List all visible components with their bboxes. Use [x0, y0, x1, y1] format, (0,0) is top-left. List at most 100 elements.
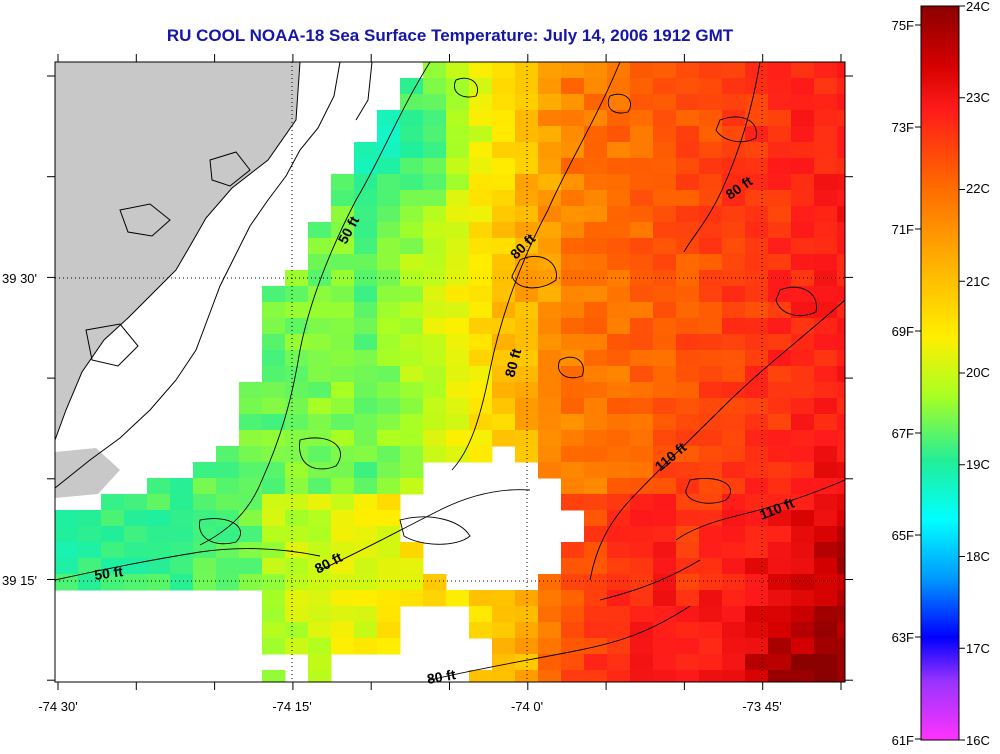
sst-cell [653, 398, 677, 415]
sst-cell [837, 206, 846, 223]
sst-cell [354, 366, 378, 383]
lon-label: -74 15' [272, 699, 311, 714]
sst-cell [239, 414, 263, 431]
sst-cell [216, 558, 240, 575]
sst-cell [285, 574, 309, 591]
sst-cell [446, 254, 470, 271]
sst-cell [216, 542, 240, 559]
sst-cell [561, 398, 585, 415]
sst-cell [607, 526, 631, 543]
sst-cell [377, 350, 401, 367]
sst-cell [653, 238, 677, 255]
sst-cell [653, 366, 677, 383]
sst-cell [446, 270, 470, 287]
sst-cell [630, 542, 654, 559]
sst-cell [377, 190, 401, 207]
sst-cell [653, 126, 677, 143]
sst-cell [768, 222, 792, 239]
sst-cell [584, 494, 608, 511]
sst-cell [469, 206, 493, 223]
sst-cell [699, 510, 723, 527]
sst-cell [699, 62, 723, 79]
sst-cell [538, 398, 562, 415]
sst-cell [377, 494, 401, 511]
sst-cell [400, 318, 424, 335]
sst-cell [538, 382, 562, 399]
sst-cell [354, 430, 378, 447]
sst-cell [837, 446, 846, 463]
sst-cell [630, 590, 654, 607]
sst-cell [400, 206, 424, 223]
sst-cell [377, 542, 401, 559]
sst-cell [377, 286, 401, 303]
sst-cell [768, 286, 792, 303]
sst-cell [400, 334, 424, 351]
sst-cell [469, 270, 493, 287]
sst-cell [699, 366, 723, 383]
sst-cell [469, 286, 493, 303]
sst-cell [331, 366, 355, 383]
sst-cell [446, 334, 470, 351]
sst-cell [170, 526, 194, 543]
sst-cell [331, 606, 355, 623]
sst-cell [722, 574, 746, 591]
sst-cell [630, 238, 654, 255]
sst-cell [607, 78, 631, 95]
sst-cell [377, 110, 401, 127]
sst-cell [216, 526, 240, 543]
sst-cell [768, 446, 792, 463]
sst-cell [607, 414, 631, 431]
sst-cell [377, 158, 401, 175]
sst-cell [331, 638, 355, 655]
sst-cell [837, 606, 846, 623]
sst-cell [308, 478, 332, 495]
sst-cell [584, 142, 608, 159]
sst-cell [354, 542, 378, 559]
sst-cell [814, 62, 838, 79]
sst-cell [377, 446, 401, 463]
contour-path [715, 116, 757, 143]
sst-cell [676, 318, 700, 335]
sst-cell [699, 110, 723, 127]
sst-cell [676, 142, 700, 159]
sst-cell [722, 366, 746, 383]
sst-cell [653, 670, 677, 683]
sst-cell [837, 414, 846, 431]
sst-cell [745, 206, 769, 223]
sst-cell [377, 558, 401, 575]
sst-cell [170, 510, 194, 527]
sst-cell [607, 574, 631, 591]
sst-cell [124, 526, 148, 543]
sst-cell [791, 462, 815, 479]
sst-cell [768, 414, 792, 431]
sst-cell [216, 462, 240, 479]
sst-cell [446, 398, 470, 415]
sst-cell [607, 430, 631, 447]
sst-cell [607, 462, 631, 479]
colorbar-c-label: 16C [966, 733, 990, 748]
sst-cell [699, 302, 723, 319]
sst-cell [331, 510, 355, 527]
sst-cell [262, 334, 286, 351]
colorbar-f-label: 69F [892, 324, 914, 339]
sst-cell [722, 270, 746, 287]
sst-cell [354, 590, 378, 607]
sst-cell [699, 158, 723, 175]
sst-cell [400, 286, 424, 303]
sst-cell [837, 542, 846, 559]
sst-cell [354, 638, 378, 655]
colorbar-c-label: 17C [966, 641, 990, 656]
sst-cell [400, 254, 424, 271]
sst-cell [308, 398, 332, 415]
sst-cell [400, 190, 424, 207]
sst-cell [584, 558, 608, 575]
sst-cell [308, 574, 332, 591]
sst-cell [561, 670, 585, 683]
sst-cell [653, 382, 677, 399]
sst-cell [791, 142, 815, 159]
sst-cell [630, 350, 654, 367]
sst-cell [722, 462, 746, 479]
sst-cell [653, 62, 677, 79]
sst-cell [262, 398, 286, 415]
sst-cell [446, 222, 470, 239]
